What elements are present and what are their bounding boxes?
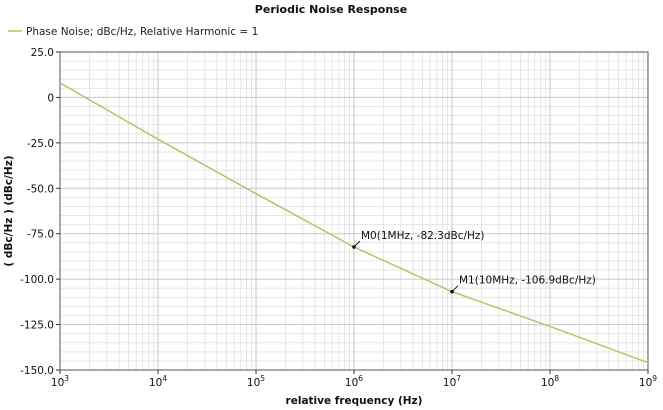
y-tick-label: 25.0 (31, 47, 54, 59)
x-tick-exponent: 8 (554, 374, 559, 383)
y-tick-label: -100.0 (20, 274, 54, 286)
x-tick-exponent: 7 (456, 374, 461, 383)
x-tick-base: 10 (51, 377, 64, 389)
y-tick-label: 0 (47, 92, 54, 104)
grid (59, 51, 649, 371)
x-tick-exponent: 5 (260, 374, 265, 383)
x-axis-ticks: 103 104 105 106 107 108 109 (51, 370, 657, 389)
x-tick-base: 10 (443, 377, 456, 389)
y-tick-label: -75.0 (27, 229, 54, 241)
y-tick-label: -125.0 (20, 320, 54, 332)
chart-title: Periodic Noise Response (255, 3, 407, 16)
y-tick-label: -150.0 (20, 365, 54, 377)
x-tick-label: 103 (51, 374, 69, 389)
x-tick-base: 10 (247, 377, 260, 389)
x-tick-exponent: 9 (652, 374, 657, 383)
marker-point (450, 289, 454, 294)
legend-entry: Phase Noise; dBc/Hz, Relative Harmonic =… (26, 26, 258, 38)
marker-point (352, 245, 356, 249)
x-tick-base: 10 (149, 377, 162, 389)
x-tick-label: 107 (443, 374, 461, 389)
x-tick-exponent: 4 (162, 374, 167, 383)
y-axis-label: ( dBc/Hz ) (dBc/Hz) (3, 155, 15, 266)
x-tick-base: 10 (345, 377, 358, 389)
x-tick-exponent: 6 (358, 374, 363, 383)
x-tick-label: 106 (345, 374, 363, 389)
legend: Phase Noise; dBc/Hz, Relative Harmonic =… (8, 26, 258, 38)
x-tick-label: 109 (639, 374, 657, 389)
y-axis-ticks: 25.0 0 -25.0 -50.0 -75.0 -100.0 -125.0 -150.0 (20, 47, 60, 377)
x-tick-base: 10 (541, 377, 554, 389)
x-tick-label: 108 (541, 374, 559, 389)
x-axis-label: relative frequency (Hz) (286, 395, 423, 407)
marker-group: M0(1MHz, -82.3dBc/Hz) M1(10MHz, -106.9dBc… (352, 230, 596, 294)
x-tick-label: 104 (149, 374, 167, 389)
marker-label: M1(10MHz, -106.9dBc/Hz) (459, 275, 596, 287)
marker-label: M0(1MHz, -82.3dBc/Hz) (361, 230, 485, 242)
x-tick-label: 105 (247, 374, 265, 389)
y-tick-label: -25.0 (27, 138, 54, 150)
x-tick-exponent: 3 (64, 374, 69, 383)
y-tick-label: -50.0 (27, 183, 54, 195)
x-tick-base: 10 (639, 377, 652, 389)
